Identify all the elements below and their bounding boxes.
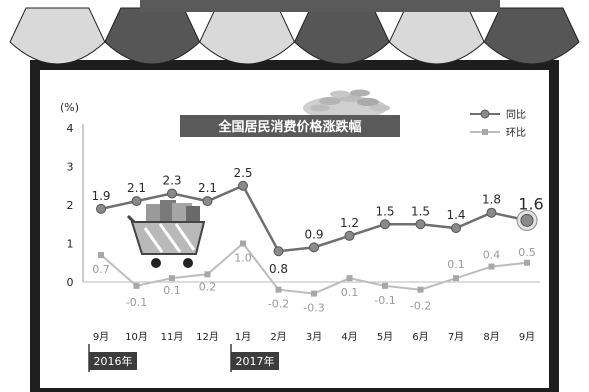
x-tick-label: 3月: [306, 331, 322, 343]
yoy-data-label: 1.6: [518, 194, 543, 213]
coin-pile-decoration: [303, 89, 390, 120]
yoy-data-label: 1.8: [482, 193, 501, 207]
shopping-cart-icon: [126, 200, 206, 268]
yoy-point: [273, 246, 284, 257]
chart-legend: 同比 环比: [470, 109, 526, 139]
yoy-point: [520, 213, 534, 227]
yoy-point: [451, 223, 461, 234]
mom-point: [382, 282, 388, 289]
legend-mom-marker: [482, 129, 488, 135]
mom-point: [311, 290, 317, 297]
mom-point: [204, 271, 211, 278]
x-tick-label: 5月: [377, 331, 393, 343]
yoy-point: [415, 219, 426, 230]
mom-data-label: 0.5: [518, 246, 536, 259]
series-layer: 0.7 -0.1 0.1 0.2 1.0 -0.2 -0.3 0.1 -0.1 -0.2 0.1 0.…: [91, 166, 543, 315]
mom-data-label: -0.1: [374, 294, 395, 307]
awning-stripe: [483, 7, 580, 65]
legend-yoy-label: 同比: [506, 109, 526, 121]
x-tick-label: 12月: [196, 331, 219, 343]
y-tick-label: 0: [67, 276, 74, 289]
year-tags: 2016年 2017年: [88, 344, 279, 372]
x-tick-label: 7月: [448, 331, 464, 343]
x-tick-label: 4月: [341, 331, 357, 343]
year-tag-box: [89, 352, 137, 370]
yoy-data-label: 2.5: [233, 166, 252, 180]
year-tag-box: [231, 352, 279, 370]
legend-yoy-marker: [480, 109, 490, 119]
yoy-data-label: 1.5: [375, 204, 394, 218]
yoy-point: [96, 203, 106, 214]
yoy-data-label: 0.8: [269, 262, 288, 276]
yoy-data-label: 1.9: [91, 189, 110, 203]
mom-point: [98, 252, 104, 259]
y-axis-label: (%): [60, 101, 79, 114]
yoy-point: [309, 242, 319, 253]
mom-data-label: -0.2: [410, 300, 431, 313]
legend-mom-label: 环比: [506, 127, 526, 139]
mom-data-label: 0.7: [92, 263, 110, 276]
mom-point: [488, 263, 495, 270]
y-tick-label: 4: [67, 122, 74, 135]
mom-data-label: 0.1: [163, 284, 181, 297]
mom-point: [417, 286, 424, 293]
yoy-point: [238, 180, 248, 191]
yoy-point: [202, 196, 213, 207]
mom-data-label: 0.1: [447, 258, 465, 271]
shop-awning: [9, 7, 580, 65]
chart-title: 全国居民消费价格涨跌幅: [217, 119, 361, 135]
y-tick-label: 3: [67, 161, 74, 174]
x-tick-label: 8月: [483, 331, 499, 343]
mom-data-label: 0.2: [199, 280, 217, 293]
yoy-point: [344, 230, 355, 241]
x-tick-label: 9月: [93, 331, 109, 343]
yoy-point: [131, 196, 142, 207]
year-tag-label: 2016年: [94, 354, 133, 368]
yoy-data-label: 2.1: [127, 181, 146, 195]
yoy-point: [380, 219, 390, 230]
mom-point: [133, 282, 140, 289]
mom-data-label: 0.4: [483, 249, 501, 262]
x-tick-label: 1月: [235, 331, 251, 343]
x-tick-label: 11月: [161, 331, 184, 343]
mom-point: [275, 286, 282, 293]
mom-point: [169, 275, 175, 282]
y-tick-label: 2: [67, 199, 74, 212]
mom-data-label: -0.3: [303, 302, 324, 315]
mom-data-label: -0.1: [126, 296, 147, 309]
mom-point: [240, 240, 246, 247]
mom-point: [524, 259, 530, 266]
x-tick-label: 9月: [519, 331, 535, 343]
mom-point: [453, 275, 459, 282]
year-tag-label: 2017年: [236, 354, 275, 368]
x-tick-label: 6月: [412, 331, 428, 343]
chart-title-band: [180, 115, 400, 137]
yoy-data-label: 0.9: [304, 227, 323, 241]
yoy-data-label: 1.4: [446, 208, 465, 222]
yoy-data-label: 1.2: [340, 216, 359, 230]
yoy-data-label: 1.5: [411, 204, 430, 218]
mom-data-label: -0.2: [268, 298, 289, 311]
x-tick-labels: 9月 10月 11月 12月 1月 2月 3月 4月 5月 6月 7月 8月 9月: [93, 331, 535, 343]
mom-data-label: 1.0: [234, 252, 252, 265]
mom-point: [346, 275, 353, 282]
y-tick-labels: 0 1 2 3 4: [67, 122, 74, 289]
mom-data-label: 0.1: [341, 286, 359, 299]
x-tick-label: 2月: [270, 331, 286, 343]
yoy-point: [486, 207, 497, 218]
y-tick-label: 1: [67, 238, 74, 251]
yoy-data-label: 2.1: [198, 181, 217, 195]
yoy-point: [167, 188, 177, 199]
yoy-data-label: 2.3: [162, 173, 181, 187]
x-tick-label: 10月: [125, 331, 148, 343]
top-text-strip: [140, 0, 500, 12]
